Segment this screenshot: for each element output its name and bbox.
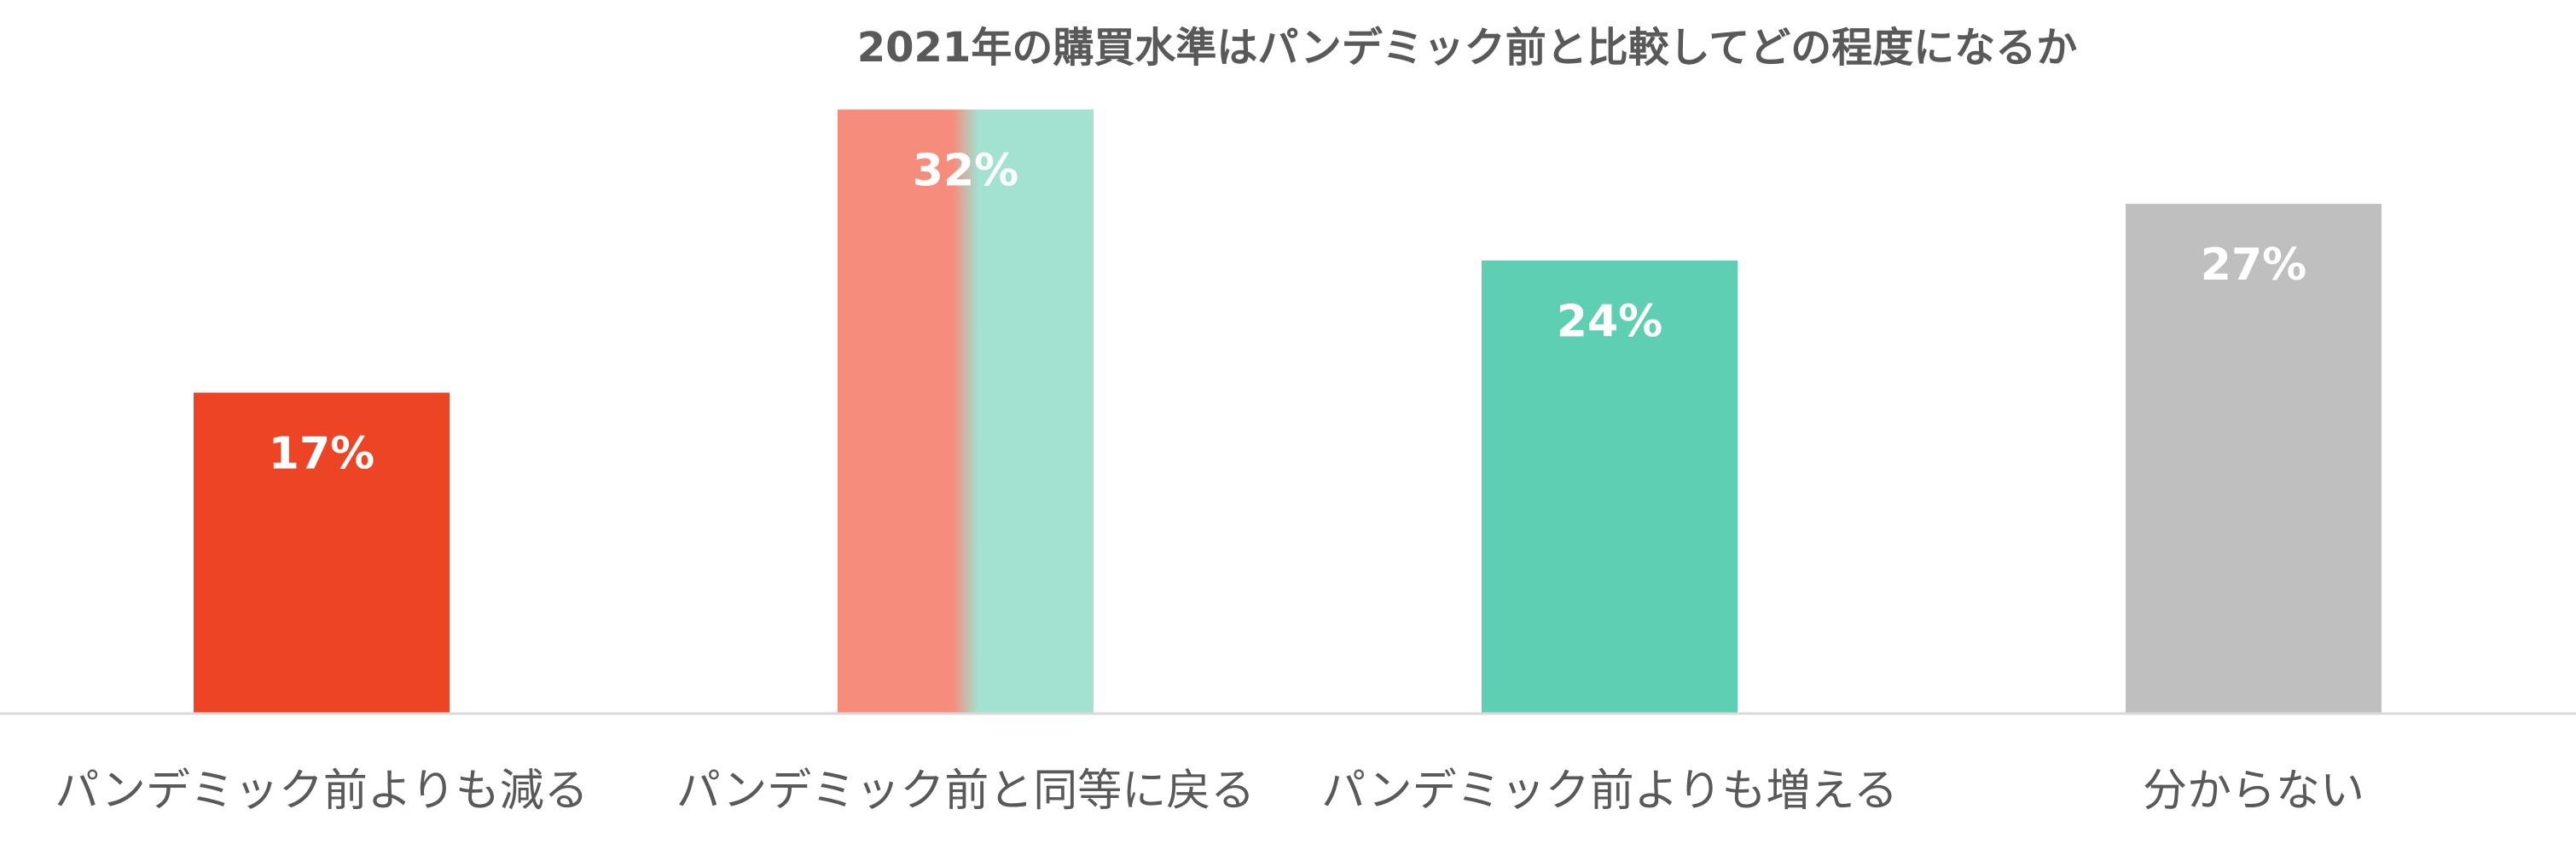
x-tick-label-2: パンデミック前と同等に戻る: [676, 766, 1256, 817]
x-tick-label-1: パンデミック前よりも減る: [55, 766, 589, 817]
bar-2: [838, 109, 1094, 714]
chart-title: 2021年の購買水準はパンデミック前と比較してどの程度になるか: [857, 24, 2078, 72]
x-tick-label-4: 分からない: [2143, 766, 2364, 817]
bar-3: [1482, 260, 1738, 714]
data-label-2: 32%: [913, 145, 1018, 196]
bar-4: [2126, 204, 2382, 714]
x-tick-label-3: パンデミック前よりも増える: [1321, 766, 1898, 817]
data-label-1: 17%: [269, 429, 374, 480]
data-label-3: 24%: [1557, 297, 1662, 348]
x-tick-labels: パンデミック前よりも減る パンデミック前と同等に戻る パンデミック前よりも増える 分か…: [55, 766, 2364, 817]
data-label-4: 27%: [2201, 240, 2306, 291]
bars: 17% 32% 24% 27%: [194, 109, 2382, 714]
bar-1: [194, 392, 450, 714]
